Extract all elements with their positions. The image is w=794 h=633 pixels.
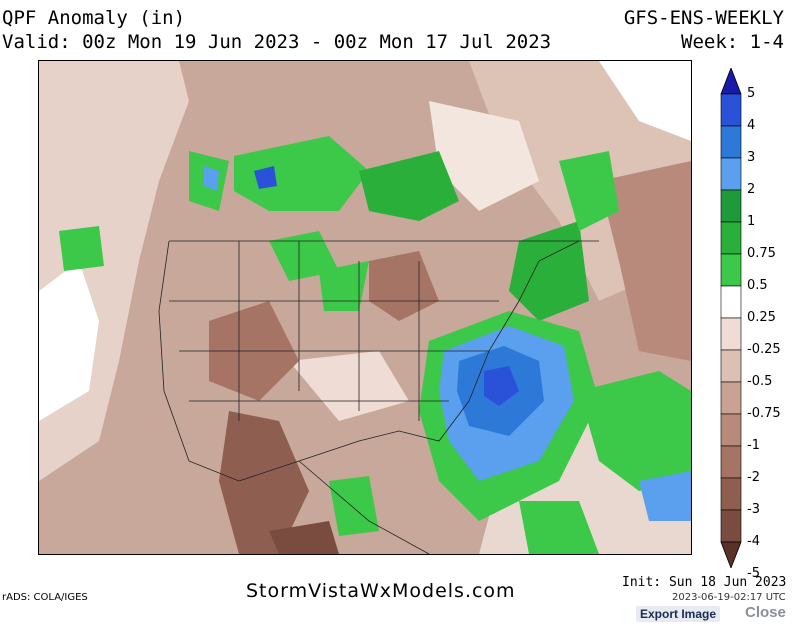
colorbar-label: 4 bbox=[747, 118, 756, 133]
colorbar-label: 5 bbox=[747, 86, 756, 101]
colorbar-label: -3 bbox=[747, 502, 760, 517]
colorbar-segment bbox=[720, 381, 742, 415]
colorbar-segment bbox=[720, 317, 742, 351]
colorbar-segment bbox=[720, 189, 742, 223]
colorbar-label: -0.75 bbox=[747, 406, 781, 421]
colorbar-segment bbox=[720, 509, 742, 543]
colorbar-segment bbox=[720, 477, 742, 511]
colorbar-segment bbox=[720, 253, 742, 287]
colorbar-segment bbox=[720, 125, 742, 159]
colorbar-label: -2 bbox=[747, 470, 760, 485]
colorbar-segment bbox=[720, 221, 742, 255]
colorbar-label: -5 bbox=[747, 566, 760, 581]
map-title: QPF Anomaly (in) bbox=[2, 7, 186, 29]
colorbar-segment bbox=[720, 413, 742, 447]
qpf-anomaly-map bbox=[38, 60, 692, 555]
colorbar bbox=[720, 68, 742, 568]
colorbar-label: 2 bbox=[747, 182, 756, 197]
colorbar-segment bbox=[720, 349, 742, 383]
colorbar-segment bbox=[720, 285, 742, 319]
model-name: GFS-ENS-WEEKLY bbox=[623, 7, 784, 29]
colorbar-bottom-cap bbox=[720, 541, 742, 568]
colorbar-segment bbox=[720, 445, 742, 479]
colorbar-segment bbox=[720, 93, 742, 127]
init-time: Init: Sun 18 Jun 2023 bbox=[622, 575, 787, 590]
colorbar-label: -1 bbox=[747, 438, 760, 453]
colorbar-segment bbox=[720, 157, 742, 191]
week-range: Week: 1-4 bbox=[681, 31, 784, 53]
export-image-button[interactable]: Export Image bbox=[636, 606, 721, 622]
render-timestamp: 2023-06-19-02:17 UTC bbox=[672, 592, 786, 603]
colorbar-label: -0.5 bbox=[747, 374, 773, 389]
colorbar-top-cap bbox=[720, 68, 742, 95]
colorbar-label: -0.25 bbox=[747, 342, 781, 357]
valid-period: Valid: 00z Mon 19 Jun 2023 - 00z Mon 17 … bbox=[2, 31, 552, 53]
colorbar-label: 0.5 bbox=[747, 278, 768, 293]
colorbar-label: 0.25 bbox=[747, 310, 776, 325]
site-name: StormVistaWxModels.com bbox=[246, 580, 516, 602]
close-button[interactable]: Close bbox=[745, 604, 786, 621]
colorbar-label: -4 bbox=[747, 534, 760, 549]
colorbar-label: 1 bbox=[747, 214, 756, 229]
colorbar-label: 0.75 bbox=[747, 246, 776, 261]
colorbar-label: 3 bbox=[747, 150, 756, 165]
data-credit: rADS: COLA/IGES bbox=[2, 592, 88, 603]
